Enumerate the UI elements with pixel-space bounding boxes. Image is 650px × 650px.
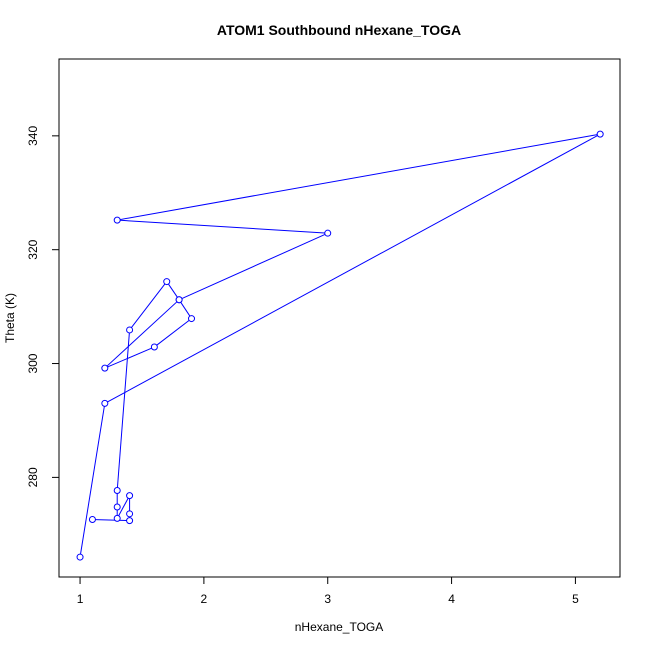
data-point — [596, 130, 604, 138]
data-point — [150, 343, 158, 351]
data-point — [113, 216, 121, 224]
series-segment — [168, 283, 178, 298]
y-tick-label: 320 — [26, 239, 40, 259]
series-segment — [156, 319, 190, 346]
series-segment — [107, 347, 152, 368]
series-segment — [106, 301, 178, 367]
data-point — [113, 503, 121, 511]
x-tick-label: 2 — [201, 592, 208, 606]
data-series — [76, 130, 604, 561]
data-point — [101, 364, 109, 372]
series-segment — [120, 219, 325, 234]
series-segment — [120, 134, 598, 221]
x-tick-label: 1 — [77, 592, 84, 606]
plot-frame — [58, 58, 621, 578]
series-segment — [180, 302, 191, 317]
series-segment — [95, 519, 127, 522]
data-point — [113, 486, 121, 494]
series-segment — [107, 135, 598, 403]
series-segment — [80, 406, 105, 555]
x-axis: 1 2 3 4 5 — [77, 577, 579, 606]
chart-title: ATOM1 Southbound nHexane_TOGA — [217, 22, 461, 38]
data-point — [76, 553, 84, 561]
y-axis-label: Theta (K) — [3, 293, 17, 343]
data-point — [101, 399, 109, 407]
data-point — [126, 326, 134, 334]
series-segment — [116, 332, 130, 488]
data-point — [126, 517, 134, 525]
y-tick-label: 280 — [26, 467, 40, 487]
x-tick-label: 3 — [324, 592, 331, 606]
data-point — [126, 510, 134, 518]
y-tick-label: 300 — [26, 353, 40, 373]
data-point — [324, 229, 332, 237]
series-segment — [118, 497, 129, 516]
x-axis-label: nHexane_TOGA — [295, 620, 384, 634]
data-point — [163, 278, 171, 286]
data-point — [126, 492, 134, 500]
data-point — [188, 315, 196, 323]
series-segment — [181, 233, 326, 300]
y-tick-label: 340 — [26, 126, 40, 146]
series-segment — [131, 283, 166, 328]
data-point — [88, 516, 96, 524]
x-tick-label: 5 — [572, 592, 579, 606]
data-point — [175, 296, 183, 304]
y-axis: 280 300 320 340 — [26, 126, 59, 487]
data-point — [113, 514, 121, 522]
x-tick-label: 4 — [448, 592, 455, 606]
